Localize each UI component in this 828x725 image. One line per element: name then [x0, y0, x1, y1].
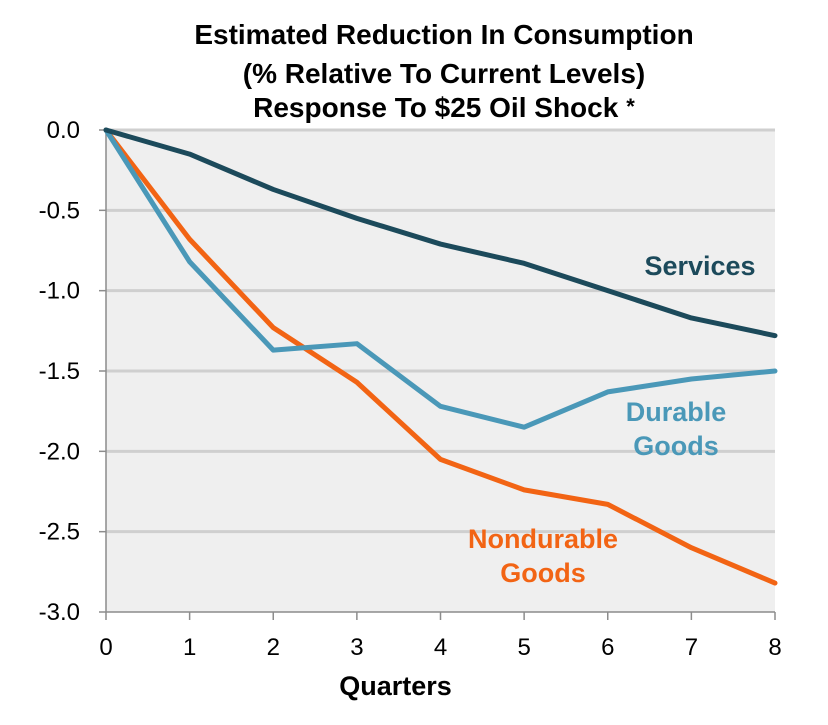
series-label-line: Durable [626, 397, 727, 427]
y-tick-label: 0.0 [47, 117, 80, 144]
y-tick-label: -2.5 [39, 519, 80, 546]
series-line-nondurable-goods [103, 127, 778, 586]
series-label-line: Goods [500, 558, 586, 588]
y-tick-label: -2.0 [39, 438, 80, 465]
x-tick-label: 3 [350, 634, 363, 661]
y-tick-label: -1.5 [39, 358, 80, 385]
series-line-durable-goods [103, 127, 778, 430]
x-tick-label: 2 [267, 634, 280, 661]
axes: 0.0 -0.5 -1.0 -1.5 -2.0 -2.5 -3.0 0 1 2 3 4 5 6 7 8 [39, 117, 782, 661]
chart-title-line-3: Response To $25 Oil Shock * [30, 91, 828, 124]
series-label-services: Services [644, 251, 755, 281]
series-line-services [103, 127, 778, 339]
x-tick-label: 5 [517, 634, 530, 661]
series-label-line: Nondurable [468, 524, 618, 554]
chart-title-line-1: Estimated Reduction In Consumption [194, 19, 694, 50]
x-tick-label: 8 [768, 634, 781, 661]
chart-title-line-2: (% Relative To Current Levels) [242, 58, 646, 89]
x-tick-label: 7 [685, 634, 698, 661]
series-label-nondurable-goods: Nondurable Goods [468, 524, 618, 588]
x-axis-title: Quarters [339, 671, 452, 701]
series-label-durable-goods: Durable Goods [626, 397, 727, 461]
x-tick-label: 0 [99, 634, 112, 661]
chart-title-line-3-text: Response To $25 Oil Shock [253, 92, 619, 123]
title-footnote-marker: * [626, 94, 635, 119]
series-lines [103, 127, 778, 586]
y-tick-label: -3.0 [39, 599, 80, 626]
x-tick-label: 1 [183, 634, 196, 661]
y-tick-label: -0.5 [39, 197, 80, 224]
x-tick-label: 4 [434, 634, 447, 661]
series-label-line: Services [644, 251, 755, 281]
series-labels: Services Durable Goods Nondurable Goods [468, 251, 756, 588]
y-tick-label: -1.0 [39, 278, 80, 305]
series-label-line: Goods [633, 431, 719, 461]
x-tick-label: 6 [601, 634, 614, 661]
